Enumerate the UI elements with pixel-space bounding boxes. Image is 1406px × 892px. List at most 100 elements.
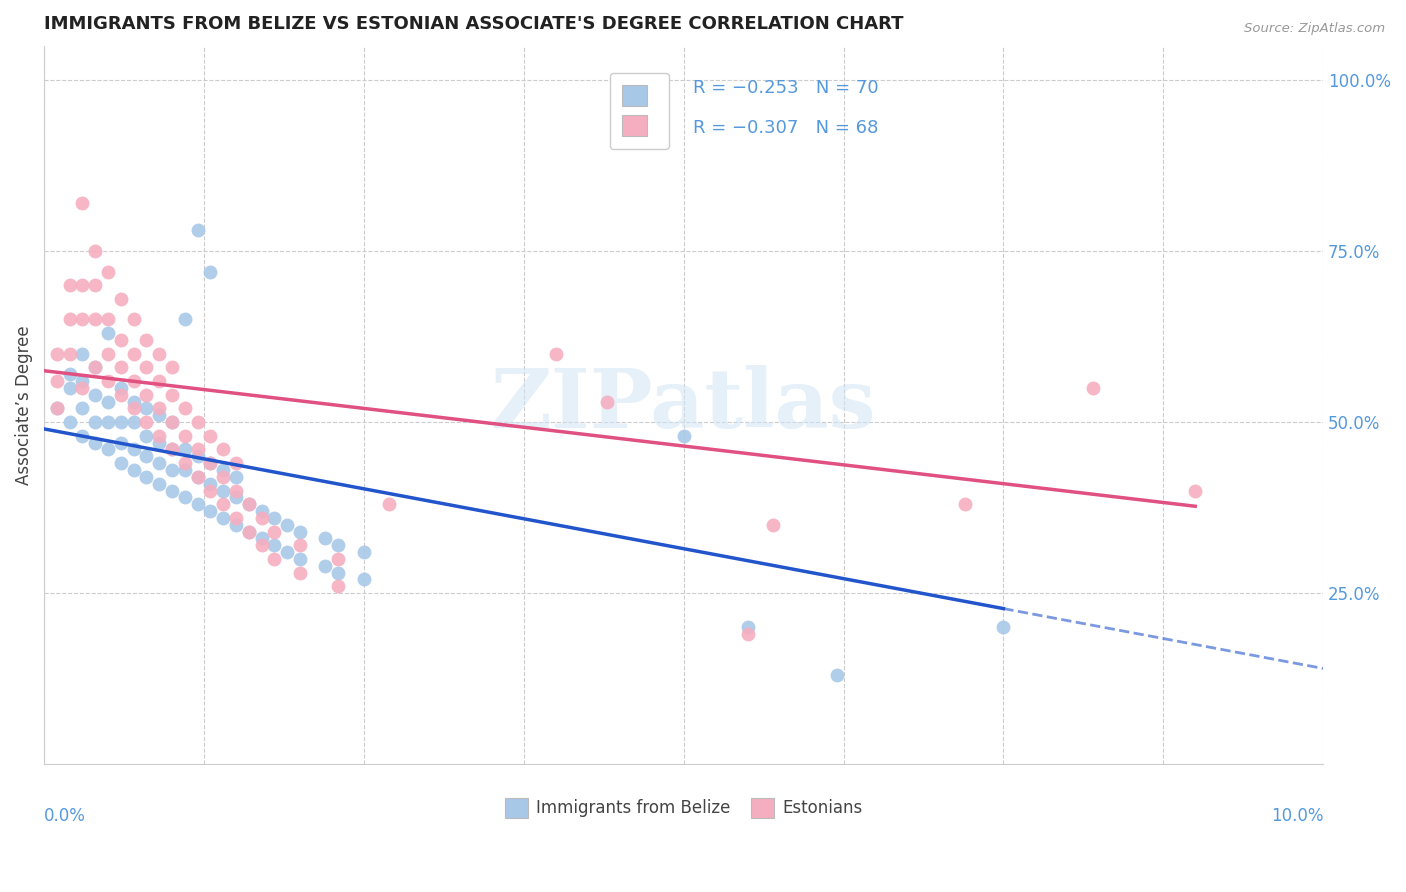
Point bbox=[72, 429, 94, 443]
Point bbox=[97, 394, 120, 409]
Point bbox=[353, 545, 375, 559]
Point bbox=[200, 476, 222, 491]
Point bbox=[84, 435, 107, 450]
Point bbox=[225, 470, 247, 484]
Point bbox=[72, 346, 94, 360]
Point bbox=[544, 346, 567, 360]
Point bbox=[148, 346, 170, 360]
Point bbox=[97, 312, 120, 326]
Point bbox=[238, 497, 260, 511]
Point bbox=[110, 333, 132, 347]
Point bbox=[160, 442, 183, 457]
Point bbox=[953, 497, 976, 511]
Point bbox=[135, 360, 157, 375]
Point bbox=[59, 346, 82, 360]
Point bbox=[148, 476, 170, 491]
Point bbox=[135, 415, 157, 429]
Point bbox=[596, 394, 619, 409]
Point bbox=[276, 517, 298, 532]
Point bbox=[276, 545, 298, 559]
Point bbox=[160, 463, 183, 477]
Point bbox=[200, 456, 222, 470]
Point bbox=[200, 504, 222, 518]
Point bbox=[45, 374, 67, 388]
Point bbox=[762, 517, 785, 532]
Point bbox=[263, 511, 285, 525]
Point bbox=[288, 524, 311, 539]
Point bbox=[315, 532, 337, 546]
Point bbox=[148, 435, 170, 450]
Point bbox=[122, 312, 145, 326]
Point bbox=[737, 627, 759, 641]
Point bbox=[187, 415, 209, 429]
Point bbox=[200, 456, 222, 470]
Point bbox=[212, 511, 235, 525]
Point bbox=[238, 497, 260, 511]
Point bbox=[173, 442, 195, 457]
Point bbox=[173, 401, 195, 416]
Point bbox=[200, 264, 222, 278]
Point bbox=[173, 312, 195, 326]
Point bbox=[328, 579, 350, 593]
Point bbox=[148, 409, 170, 423]
Point bbox=[328, 552, 350, 566]
Point bbox=[45, 401, 67, 416]
Point bbox=[84, 360, 107, 375]
Point bbox=[148, 456, 170, 470]
Point bbox=[45, 346, 67, 360]
Point bbox=[212, 463, 235, 477]
Point bbox=[250, 511, 273, 525]
Point bbox=[59, 278, 82, 293]
Point bbox=[263, 524, 285, 539]
Point bbox=[72, 374, 94, 388]
Point bbox=[238, 524, 260, 539]
Point bbox=[160, 360, 183, 375]
Point bbox=[148, 374, 170, 388]
Point bbox=[84, 278, 107, 293]
Y-axis label: Associate’s Degree: Associate’s Degree bbox=[15, 326, 32, 484]
Point bbox=[825, 668, 848, 682]
Point bbox=[263, 552, 285, 566]
Point bbox=[45, 401, 67, 416]
Point bbox=[250, 504, 273, 518]
Point bbox=[97, 326, 120, 340]
Point bbox=[97, 415, 120, 429]
Point bbox=[173, 491, 195, 505]
Point bbox=[187, 442, 209, 457]
Point bbox=[122, 442, 145, 457]
Point bbox=[187, 450, 209, 464]
Point bbox=[84, 312, 107, 326]
Point bbox=[135, 387, 157, 401]
Point bbox=[97, 264, 120, 278]
Point bbox=[288, 552, 311, 566]
Point bbox=[110, 381, 132, 395]
Point bbox=[187, 223, 209, 237]
Point bbox=[250, 538, 273, 552]
Point bbox=[225, 491, 247, 505]
Point bbox=[84, 244, 107, 258]
Point bbox=[110, 435, 132, 450]
Point bbox=[135, 401, 157, 416]
Point bbox=[97, 442, 120, 457]
Point bbox=[212, 470, 235, 484]
Point bbox=[122, 463, 145, 477]
Point bbox=[72, 401, 94, 416]
Point bbox=[187, 470, 209, 484]
Point bbox=[110, 292, 132, 306]
Point bbox=[288, 538, 311, 552]
Point bbox=[238, 524, 260, 539]
Point bbox=[160, 483, 183, 498]
Point bbox=[378, 497, 401, 511]
Point bbox=[110, 387, 132, 401]
Point bbox=[200, 483, 222, 498]
Point bbox=[187, 497, 209, 511]
Point bbox=[1184, 483, 1206, 498]
Point bbox=[59, 381, 82, 395]
Point bbox=[160, 387, 183, 401]
Point bbox=[328, 566, 350, 580]
Text: R = −0.253   N = 70: R = −0.253 N = 70 bbox=[693, 79, 879, 97]
Point bbox=[160, 442, 183, 457]
Point bbox=[225, 517, 247, 532]
Point bbox=[173, 429, 195, 443]
Text: Source: ZipAtlas.com: Source: ZipAtlas.com bbox=[1244, 22, 1385, 36]
